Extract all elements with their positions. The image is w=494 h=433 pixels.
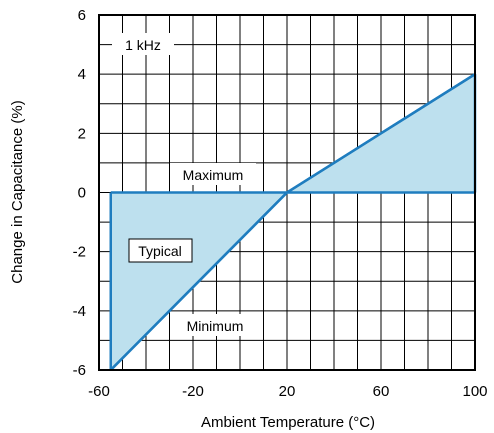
series-typical-line [109,73,476,371]
y-tick-label: 6 [78,7,86,24]
y-tick-label: -4 [73,303,86,320]
x-tick-label: 60 [373,383,390,400]
maximum-label: Maximum [183,167,244,183]
x-axis-title: Ambient Temperature (°C) [201,414,375,431]
y-tick-label: 2 [78,125,86,142]
envelope-fill [110,74,475,371]
x-tick-label: 100 [462,383,487,400]
frequency-label: 1 kHz [125,37,161,53]
typical-label: Typical [138,243,182,259]
y-axis-title: Change in Capacitance (%) [9,100,26,283]
x-tick-label: 20 [279,383,296,400]
plot-frame [98,14,476,371]
minimum-label: Minimum [187,318,244,334]
frequency-label-bg [112,33,174,55]
y-tick-label: 4 [78,66,86,83]
y-tick-label: -6 [73,362,86,379]
y-tick-label: -2 [73,244,86,261]
x-tick-label: -60 [88,383,110,400]
y-tick-label: 0 [78,185,86,202]
typical-label-bg [128,238,193,263]
maximum-label-bg [170,163,256,185]
minimum-label-bg [174,314,256,336]
x-tick-label: -20 [182,383,204,400]
envelope-area [110,74,475,371]
